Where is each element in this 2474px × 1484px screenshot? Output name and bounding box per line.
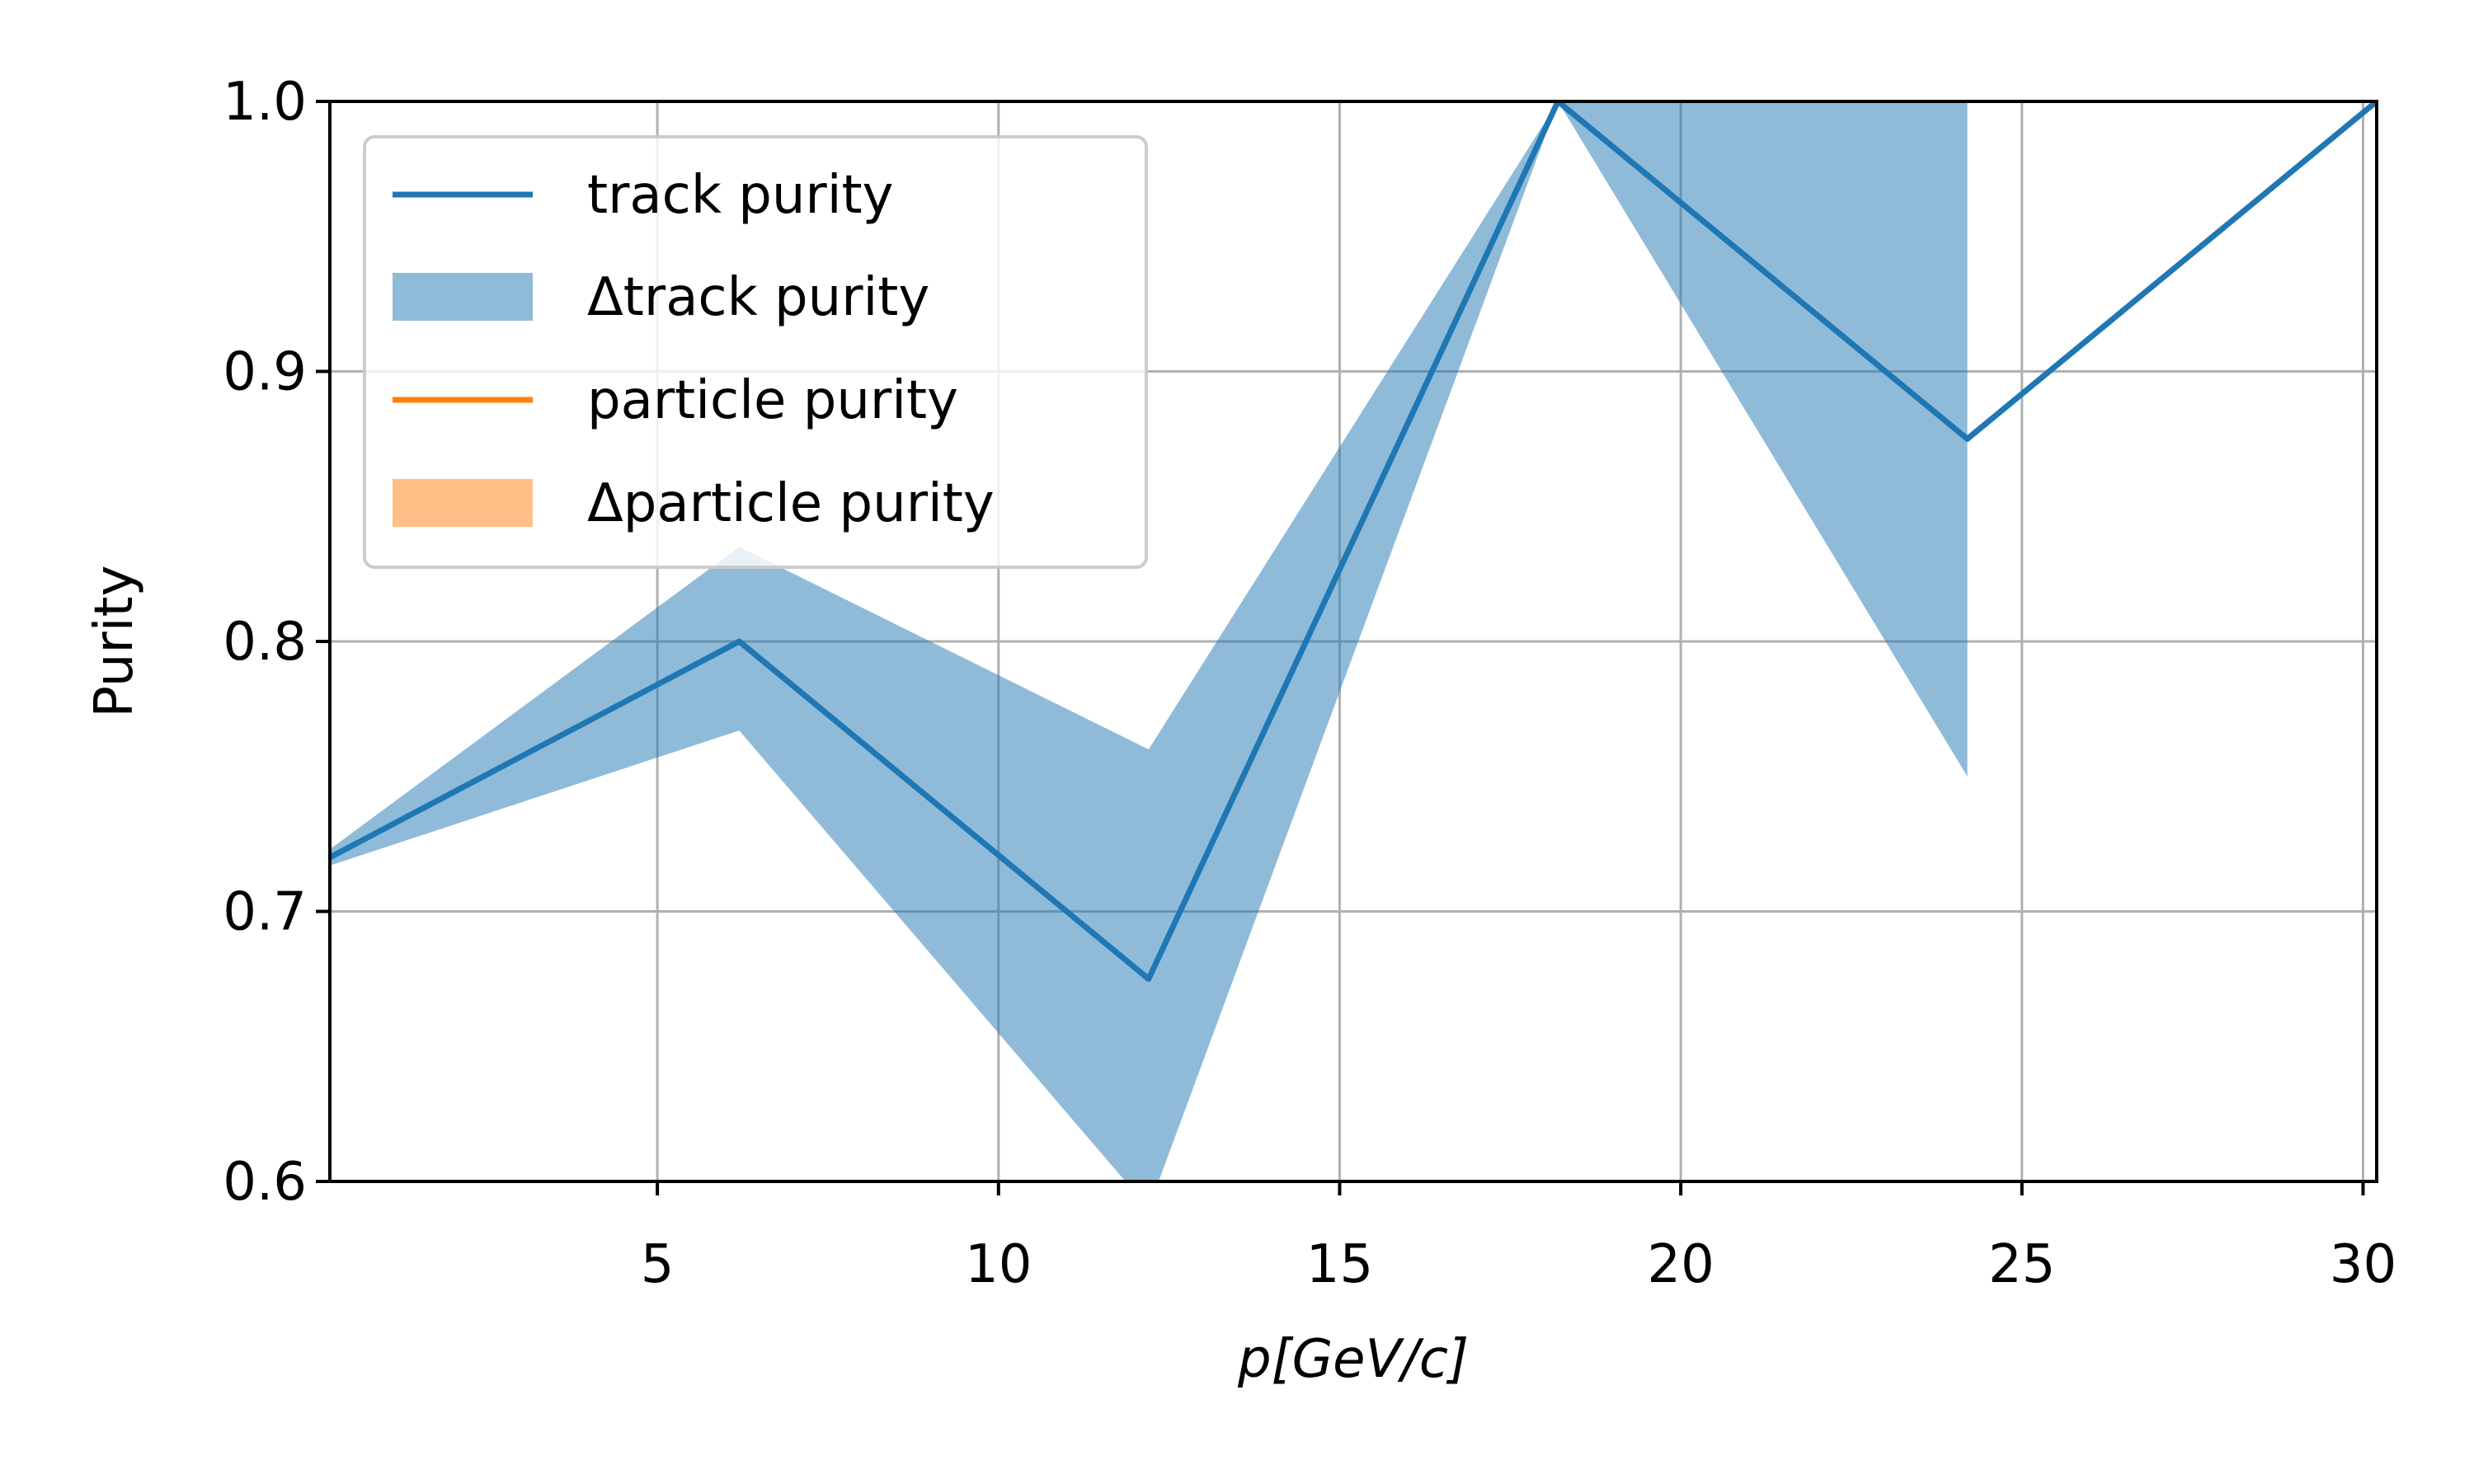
x-tick-label: 30: [2330, 1234, 2396, 1295]
legend: track purity Δtrack purity particle purity…: [363, 135, 1148, 569]
legend-label: Δtrack purity: [587, 267, 929, 328]
legend-label: Δparticle purity: [587, 473, 995, 534]
x-axis-label: p[GeV/c]: [1237, 1329, 1469, 1390]
axis-ticks: 5 10 15 20 25 30 0.6 0.7 0.8 0.9 1.0: [223, 72, 2396, 1295]
band-track-purity: [330, 101, 1968, 1181]
y-tick-label: 0.6: [223, 1152, 307, 1213]
legend-label: particle purity: [587, 370, 958, 431]
x-tick-label: 15: [1306, 1234, 1373, 1295]
x-tick-label: 5: [641, 1234, 675, 1295]
legend-band-swatch: [393, 479, 533, 527]
line-track-purity: [330, 101, 2377, 982]
x-tick-label: 10: [965, 1234, 1032, 1295]
y-tick-label: 0.9: [223, 342, 307, 403]
legend-label: track purity: [587, 165, 893, 226]
y-tick-label: 0.7: [223, 882, 307, 943]
y-axis-label: Purity: [84, 565, 145, 717]
x-tick-label: 25: [1988, 1234, 2055, 1295]
legend-band-swatch: [393, 273, 533, 321]
x-tick-label: 20: [1647, 1234, 1714, 1295]
y-tick-label: 1.0: [223, 72, 307, 133]
series-layer: [330, 101, 2377, 1181]
y-tick-label: 0.8: [223, 612, 307, 673]
legend-box: [363, 135, 1148, 569]
